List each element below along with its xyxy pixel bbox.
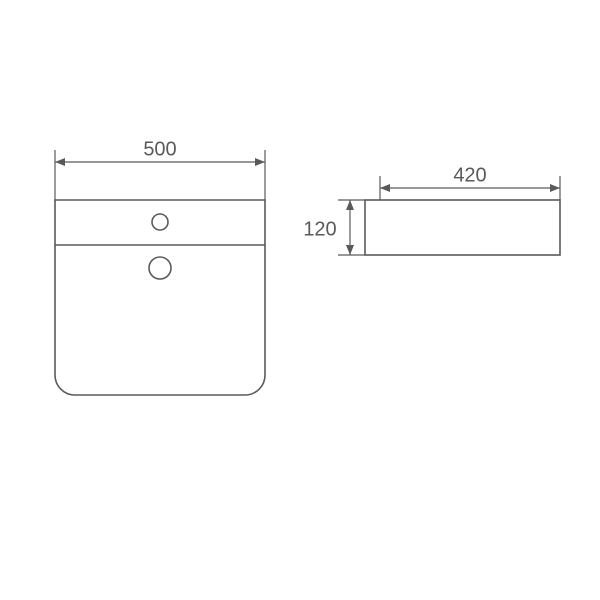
dimension-120-label: 120: [303, 218, 336, 240]
dimension-500: 500: [55, 138, 265, 200]
dimension-500-label: 500: [143, 138, 176, 160]
dimension-120: 120: [303, 200, 365, 255]
dimension-420: 420: [380, 164, 560, 200]
front-view: 500: [55, 138, 265, 395]
dimension-420-label: 420: [453, 164, 486, 186]
overflow-hole: [149, 257, 171, 279]
tap-hole: [152, 214, 168, 230]
side-outline: [365, 200, 560, 255]
side-view: 420 120: [303, 164, 560, 255]
